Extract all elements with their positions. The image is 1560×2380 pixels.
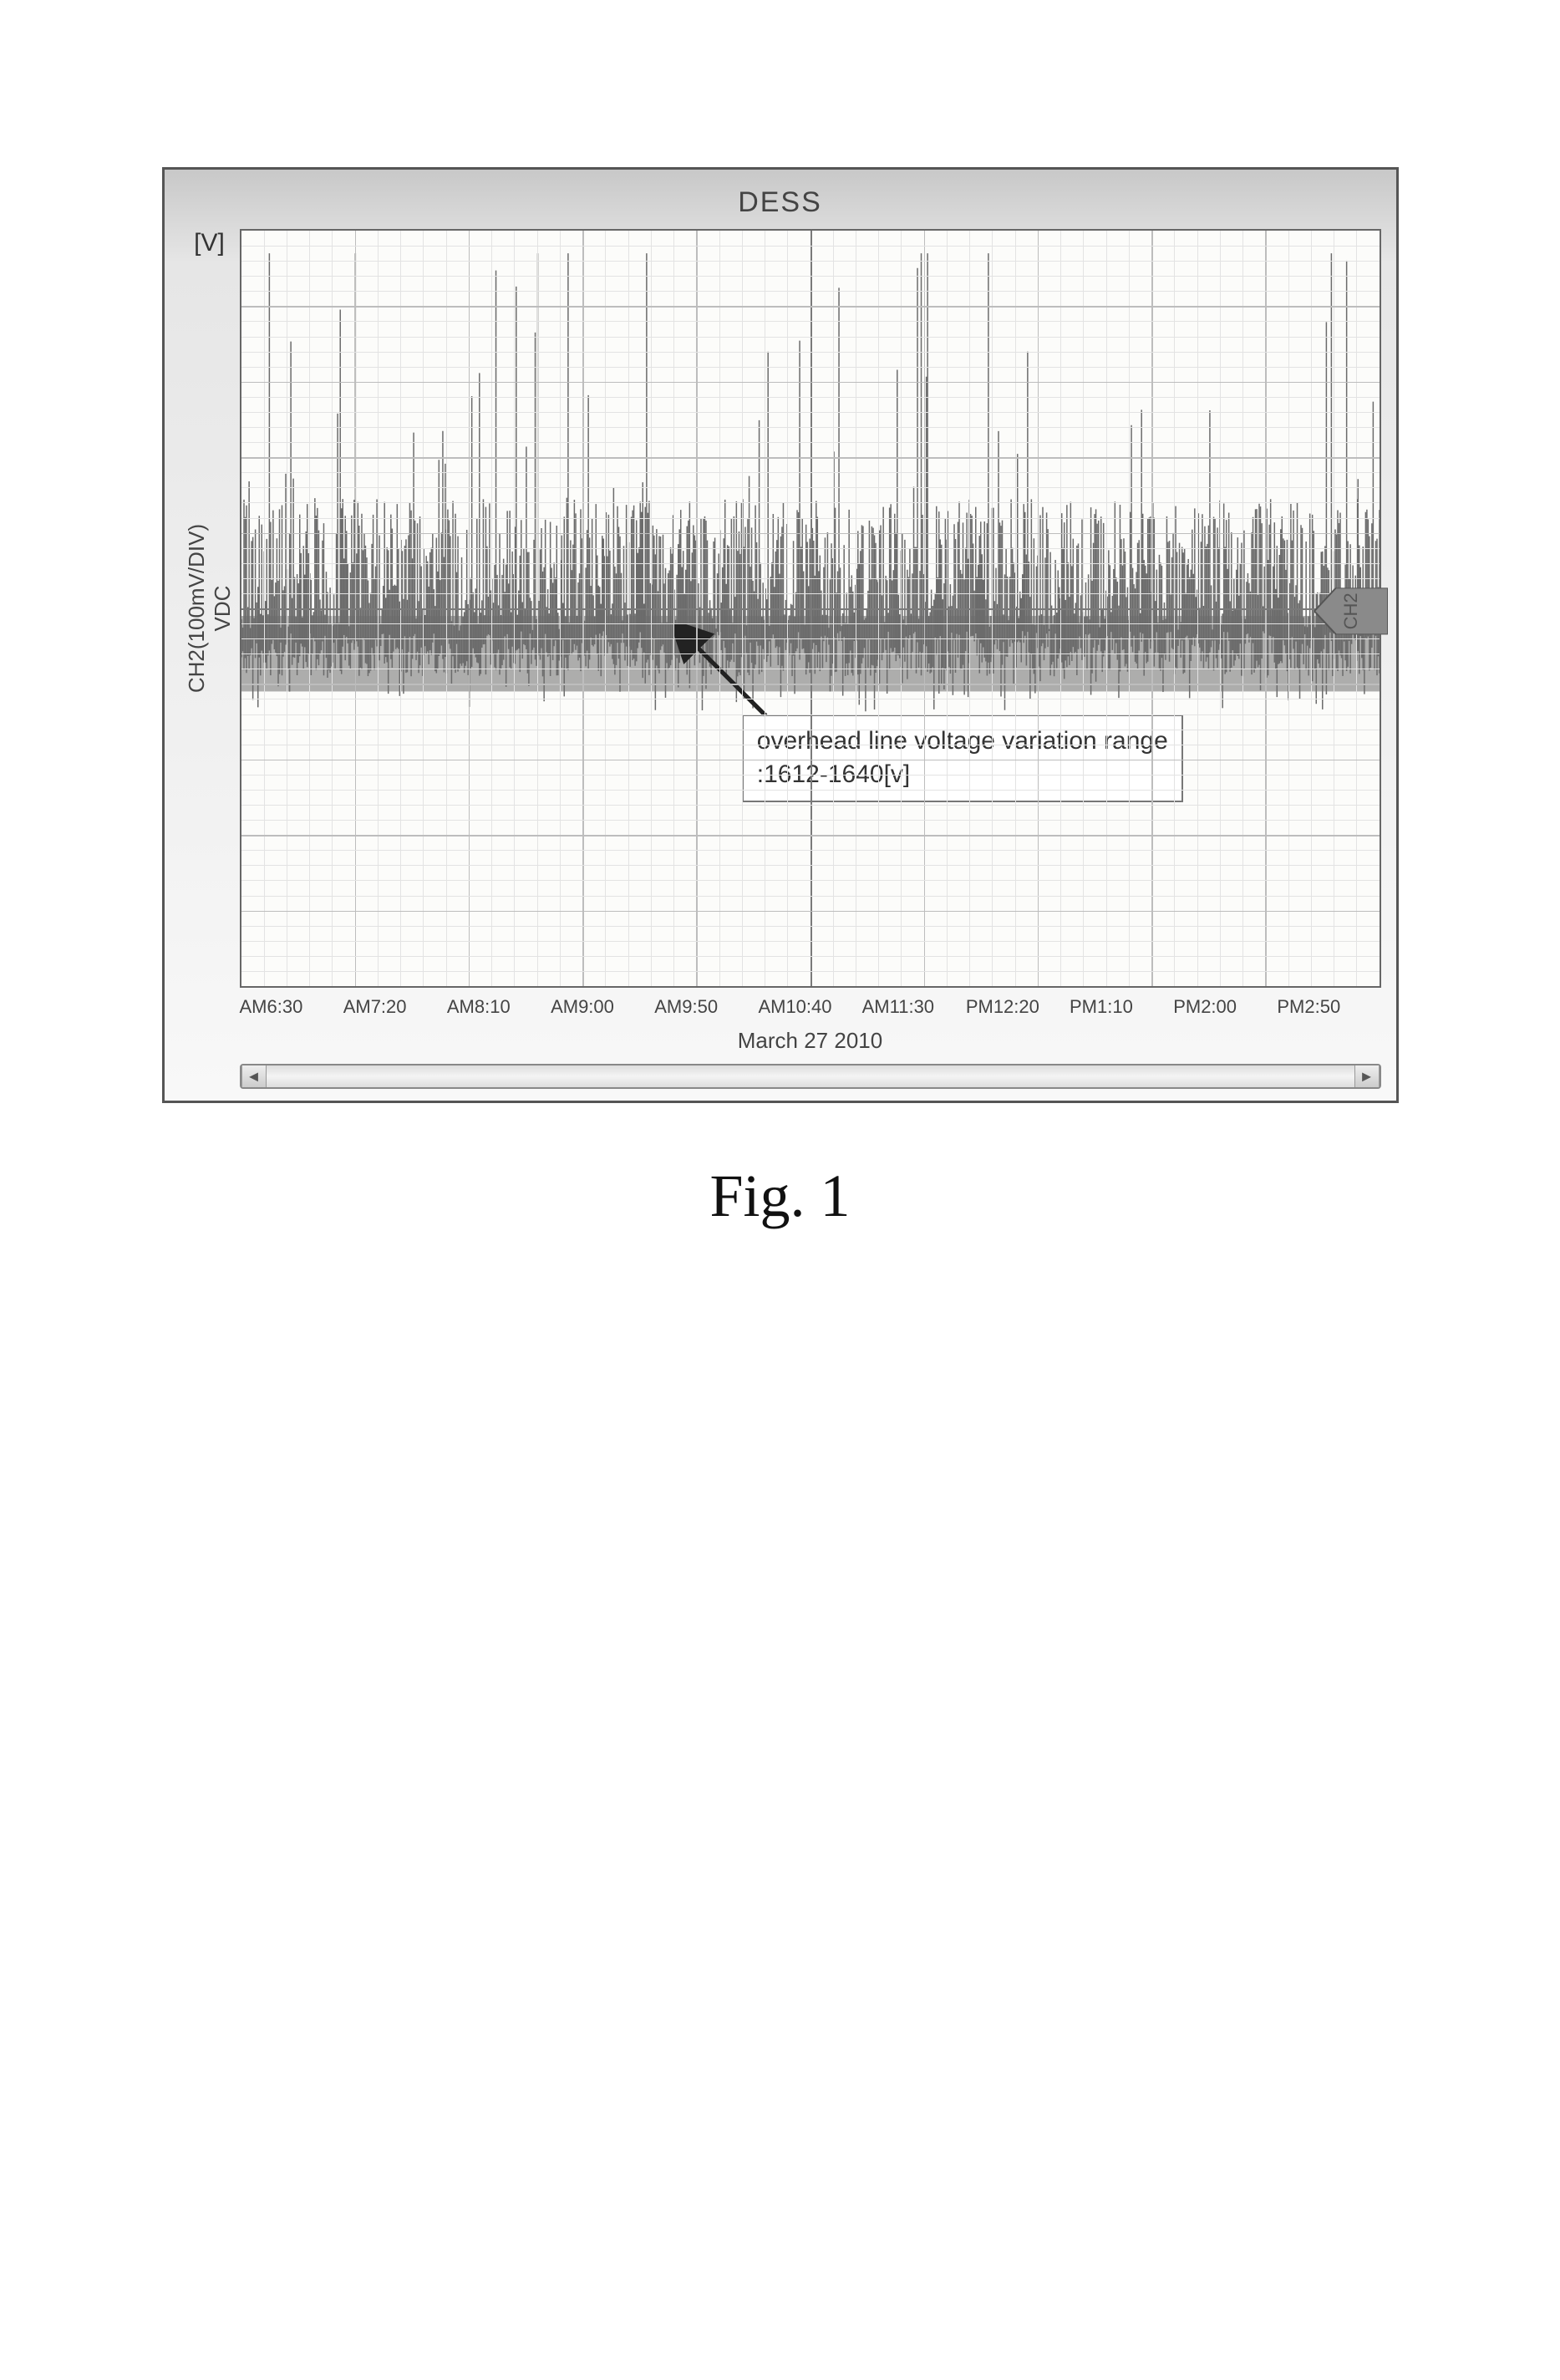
x-tick-label: PM1:10	[1070, 996, 1173, 1018]
annotation-box: overhead line voltage variation range :1…	[742, 715, 1183, 802]
scrollbar-track[interactable]	[267, 1065, 1354, 1087]
page: DESS [V] CH2(100mV/DIV) VDC	[0, 0, 1560, 2380]
x-tick-label: AM8:10	[447, 996, 551, 1018]
window-title: DESS	[180, 181, 1381, 229]
chevron-left-icon: ◄	[246, 1068, 262, 1086]
x-tick-label: PM2:00	[1173, 996, 1277, 1018]
x-tick-label: PM12:20	[966, 996, 1070, 1018]
x-axis-ticks: AM6:30AM7:20AM8:10AM9:00AM9:50AM10:40AM1…	[180, 996, 1381, 1018]
x-tick-label: AM9:50	[654, 996, 758, 1018]
x-tick-label: PM2:50	[1277, 996, 1380, 1018]
x-tick-label: AM10:40	[758, 996, 861, 1018]
channel-marker-label: CH2	[1340, 592, 1362, 629]
figure-caption: Fig. 1	[150, 1162, 1410, 1231]
plot-area: overhead line voltage variation range :1…	[240, 229, 1381, 988]
horizontal-scrollbar[interactable]: ◄ ►	[240, 1064, 1381, 1089]
x-tick-label: AM6:30	[240, 996, 343, 1018]
x-axis-date: March 27 2010	[180, 1028, 1381, 1054]
chevron-right-icon: ►	[1359, 1068, 1375, 1086]
channel-marker: CH2	[1314, 587, 1388, 634]
y-channel-label: CH2(100mV/DIV) VDC	[183, 524, 235, 693]
y-mid-line1: CH2(100mV/DIV)	[183, 524, 208, 693]
x-tick-label: AM9:00	[551, 996, 654, 1018]
x-tick-label: AM11:30	[862, 996, 966, 1018]
scroll-left-button[interactable]: ◄	[241, 1065, 267, 1087]
x-tick-label: AM7:20	[343, 996, 447, 1018]
y-axis: [V] CH2(100mV/DIV) VDC	[180, 229, 240, 988]
plot-row: [V] CH2(100mV/DIV) VDC	[180, 229, 1381, 988]
y-unit-label: [V]	[194, 229, 225, 257]
scroll-right-button[interactable]: ►	[1354, 1065, 1380, 1087]
chart-window: DESS [V] CH2(100mV/DIV) VDC	[162, 167, 1399, 1103]
y-mid-line2: VDC	[210, 586, 235, 632]
